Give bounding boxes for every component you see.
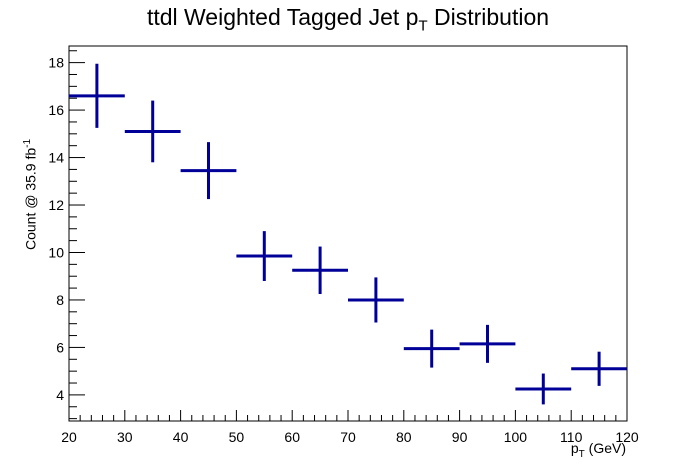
x-tick-label: 90 bbox=[452, 429, 468, 445]
x-tick-label: 60 bbox=[284, 429, 300, 445]
chart-title-subscript: T bbox=[418, 17, 428, 35]
x-tick-label: 110 bbox=[560, 429, 583, 445]
data-point bbox=[403, 329, 460, 368]
y-tick-label: 6 bbox=[56, 339, 64, 355]
data-point bbox=[348, 277, 404, 323]
data-point bbox=[292, 246, 348, 295]
y-axis-label-text: Count @ 35.9 fb bbox=[22, 147, 39, 250]
y-axis-label: Count @ 35.9 fb-1 bbox=[22, 139, 39, 250]
x-tick-label: 20 bbox=[61, 429, 77, 445]
x-axis-label-text: p bbox=[570, 440, 579, 456]
chart-title-suffix: Distribution bbox=[427, 4, 550, 30]
data-point bbox=[69, 63, 125, 128]
x-axis-label: pT (GeV) bbox=[571, 440, 626, 460]
data-point bbox=[515, 373, 572, 405]
x-axis-label-units: (GeV) bbox=[584, 440, 626, 456]
x-axis-label-subscript: T bbox=[578, 448, 585, 460]
chart-title-prefix: ttdl Weighted Tagged Jet p bbox=[146, 4, 419, 30]
chart-title: ttdl Weighted Tagged Jet pT Distribution bbox=[0, 4, 696, 35]
y-tick-label: 16 bbox=[48, 102, 64, 118]
data-point bbox=[180, 142, 237, 200]
y-tick-label: 10 bbox=[48, 244, 64, 260]
x-tick-label: 70 bbox=[340, 429, 356, 445]
data-point bbox=[571, 351, 627, 386]
y-tick-label: 12 bbox=[48, 197, 64, 213]
y-axis-label-superscript: -1 bbox=[22, 138, 33, 148]
y-tick-label: 18 bbox=[48, 55, 64, 71]
y-tick-label: 4 bbox=[56, 387, 64, 403]
x-tick-label: 30 bbox=[117, 429, 133, 445]
data-point bbox=[124, 100, 181, 163]
x-tick-label: 40 bbox=[173, 429, 189, 445]
y-tick-label: 8 bbox=[56, 292, 64, 308]
x-tick-label: 80 bbox=[396, 429, 412, 445]
x-tick-label: 120 bbox=[615, 429, 639, 445]
data-point bbox=[236, 231, 293, 281]
data-point bbox=[459, 324, 516, 363]
x-tick-label: 50 bbox=[229, 429, 245, 445]
y-tick-label: 14 bbox=[48, 150, 64, 166]
x-tick-label: 100 bbox=[504, 429, 528, 445]
